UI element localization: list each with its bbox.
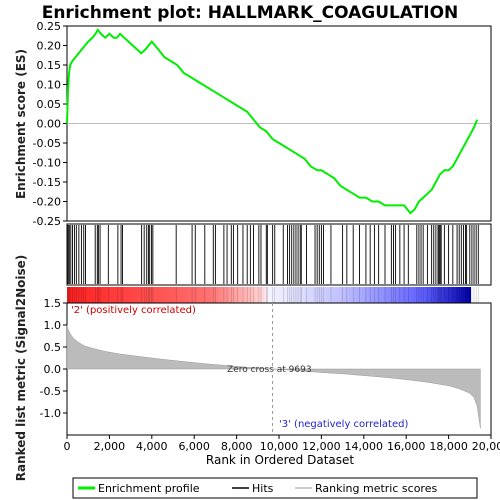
es-ytick-label: -0.15 [33,176,61,189]
ranking-metric-area [66,324,481,429]
rank-gradient-ticks [67,287,479,303]
xtick-label: 16,000 [387,440,426,453]
ranking-metric-fill [66,324,481,429]
xtick-label: 0 [64,440,71,453]
legend-profile-label: Enrichment profile [98,482,200,495]
es-ytick-label: 0.10 [37,79,62,92]
metric-ytick-label: 0.0 [44,363,62,376]
es-y-axis: 0.25 0.20 0.15 0.10 0.05 0.00 -0.05 -0.10 -0.15 -… [33,20,67,228]
metric-y-label: Ranked list metric (Signal2Noise) [14,255,28,482]
enrichment-profile-series [66,28,479,215]
es-ytick-label: -0.05 [33,137,61,150]
x-axis: 0 2,000 4,000 6,000 8,000 10,000 12,000 14,000 1… [64,435,500,453]
enrichment-profile-line [66,28,479,215]
xtick-label: 20,000 [472,440,500,453]
es-ytick-label: -0.25 [33,215,61,228]
metric-ytick-label: 1.0 [44,319,62,332]
metric-ytick-label: -0.5 [40,385,61,398]
xtick-label: 12,000 [302,440,341,453]
es-ytick-label: -0.20 [33,196,61,209]
es-ytick-label: 0.15 [37,59,62,72]
x-axis-label: Rank in Ordered Dataset [206,453,354,467]
legend-box [72,477,478,499]
xtick-label: 14,000 [345,440,384,453]
chart-title: Enrichment plot: HALLMARK_COAGULATION [42,3,459,23]
zero-cross-label: Zero cross at 9693 [227,365,312,375]
hits-panel-frame [66,223,492,286]
negative-correlation-label: '3' (negatively correlated) [279,419,408,430]
metric-ytick-label: -1.0 [40,407,61,420]
es-ytick-label: 0.00 [37,118,62,131]
es-ytick-label: 0.05 [37,98,62,111]
xtick-label: 4,000 [136,440,168,453]
metric-ytick-label: 1.5 [44,297,62,310]
metric-ytick-label: 0.5 [44,341,62,354]
xtick-label: 2,000 [94,440,126,453]
metric-y-axis: 1.5 1.0 0.5 0.0 -0.5 -1.0 [40,297,67,420]
es-y-label: Enrichment score (ES) [14,49,28,199]
legend-hits-label: Hits [252,482,274,495]
positive-correlation-label: '2' (positively correlated) [71,305,196,316]
es-ytick-label: -0.10 [33,157,61,170]
xtick-label: 18,000 [429,440,468,453]
rank-gradient-bar [67,287,471,303]
es-ytick-label: 0.25 [37,20,62,33]
legend-metric-label: Ranking metric scores [315,482,437,495]
hits-panel [66,225,479,284]
xtick-label: 6,000 [178,440,210,453]
xtick-label: 10,000 [260,440,299,453]
xtick-label: 8,000 [221,440,253,453]
es-ytick-label: 0.20 [37,40,62,53]
